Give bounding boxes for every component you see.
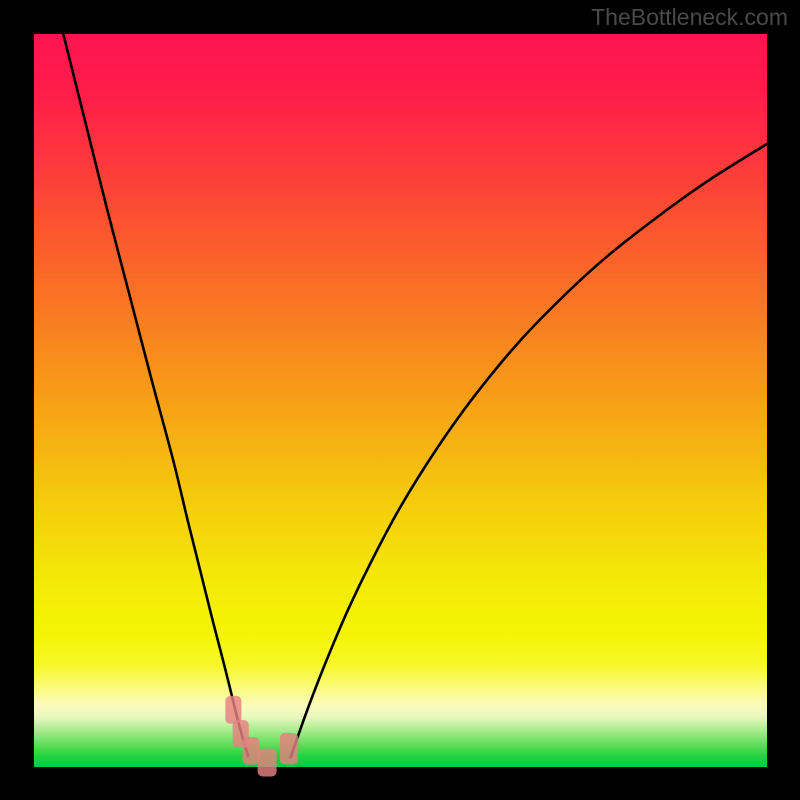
- bottleneck-curve-chart: [0, 0, 800, 800]
- chart-container: TheBottleneck.com: [0, 0, 800, 800]
- bottom-marker-4: [280, 733, 298, 765]
- watermark-text: TheBottleneck.com: [591, 4, 788, 31]
- plot-background: [34, 34, 767, 767]
- bottom-marker-0: [225, 696, 241, 724]
- bottom-marker-2: [243, 737, 260, 765]
- bottom-marker-3: [258, 749, 277, 777]
